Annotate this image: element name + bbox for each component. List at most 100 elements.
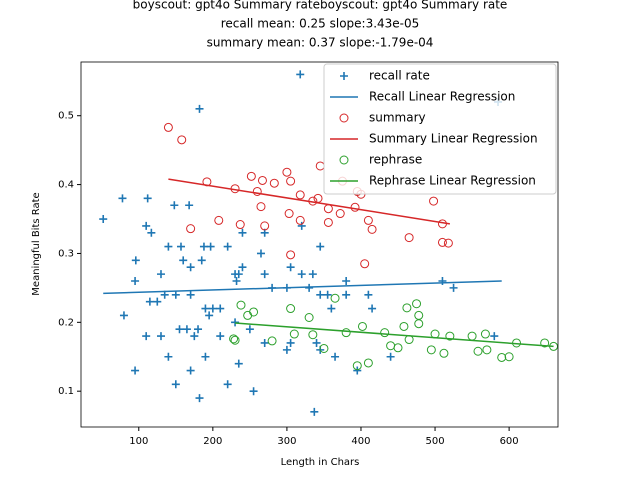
point	[380, 328, 390, 338]
regression-line	[103, 280, 502, 295]
chart-title: boyscout: gpt4o Summary rateboyscout: gp…	[133, 0, 508, 12]
point	[286, 304, 296, 314]
point	[153, 297, 162, 306]
point	[490, 332, 499, 341]
x-axis-label: Length in Chars	[281, 457, 360, 468]
point	[208, 304, 217, 313]
point	[282, 167, 292, 177]
point	[260, 221, 270, 231]
point	[156, 332, 165, 341]
point	[143, 194, 152, 203]
point	[269, 178, 279, 188]
point	[426, 345, 436, 355]
point	[312, 338, 321, 347]
point	[214, 215, 224, 225]
y-tick-label: 0.5	[58, 111, 74, 122]
point	[216, 332, 225, 341]
point	[331, 352, 340, 361]
point	[236, 300, 246, 310]
legend-marker	[340, 72, 348, 80]
regression-line	[168, 178, 450, 225]
point	[429, 196, 439, 206]
point	[238, 263, 247, 272]
legend-label: rephrase	[369, 153, 422, 167]
point	[185, 201, 194, 210]
point	[295, 215, 305, 225]
point	[286, 338, 295, 347]
point	[206, 242, 215, 251]
point	[176, 242, 185, 251]
x-tick-label: 400	[351, 436, 370, 447]
point	[190, 332, 199, 341]
point	[437, 237, 447, 247]
point	[131, 277, 140, 285]
x-tick-label: 500	[425, 436, 444, 447]
x-tick-label: 100	[129, 436, 148, 447]
point	[182, 325, 191, 334]
point	[286, 176, 296, 186]
point	[286, 250, 296, 260]
point	[330, 293, 340, 303]
point	[327, 304, 336, 313]
point	[368, 304, 377, 313]
legend-label: Rephrase Linear Regression	[369, 174, 536, 188]
legend-label: recall rate	[369, 69, 430, 83]
point	[353, 366, 362, 375]
point	[246, 171, 256, 181]
point	[267, 336, 277, 346]
point	[284, 209, 294, 219]
point	[286, 263, 295, 272]
point	[145, 297, 154, 306]
point	[482, 345, 492, 355]
point	[335, 209, 345, 219]
point	[319, 343, 329, 353]
point	[234, 359, 243, 368]
point	[119, 311, 128, 320]
point	[352, 361, 362, 371]
point	[216, 304, 225, 313]
point	[179, 256, 188, 265]
point	[342, 290, 351, 299]
point	[504, 352, 514, 362]
y-tick-label: 0.3	[58, 248, 74, 259]
point	[360, 259, 370, 269]
point	[341, 328, 351, 338]
point	[256, 249, 265, 258]
point	[402, 303, 412, 313]
plot-area	[99, 70, 558, 416]
point	[99, 215, 108, 224]
point	[234, 270, 243, 279]
point	[304, 313, 314, 322]
point	[232, 277, 241, 285]
point	[197, 256, 206, 265]
point	[386, 352, 395, 361]
point	[142, 221, 151, 230]
point	[186, 224, 196, 234]
point	[164, 242, 173, 251]
point	[399, 321, 409, 331]
plot-frame	[80, 61, 559, 428]
point	[171, 290, 180, 299]
legend-box	[323, 63, 557, 195]
point	[295, 190, 305, 200]
point	[229, 334, 239, 344]
point	[249, 387, 258, 396]
x-tick-label: 300	[277, 436, 296, 447]
point	[257, 175, 267, 185]
point	[195, 394, 204, 403]
legend-marker	[339, 113, 349, 123]
point	[252, 186, 262, 196]
point	[296, 70, 305, 79]
point	[201, 352, 210, 361]
point	[245, 325, 254, 334]
point	[342, 277, 351, 285]
point	[316, 242, 325, 251]
chart-title: recall mean: 0.25 slope:3.43e-05	[221, 17, 420, 31]
y-tick-label: 0.1	[58, 386, 74, 397]
point	[186, 290, 195, 299]
point	[249, 307, 259, 317]
point	[186, 263, 195, 272]
point	[289, 329, 299, 339]
point	[480, 329, 490, 339]
point	[186, 366, 195, 375]
